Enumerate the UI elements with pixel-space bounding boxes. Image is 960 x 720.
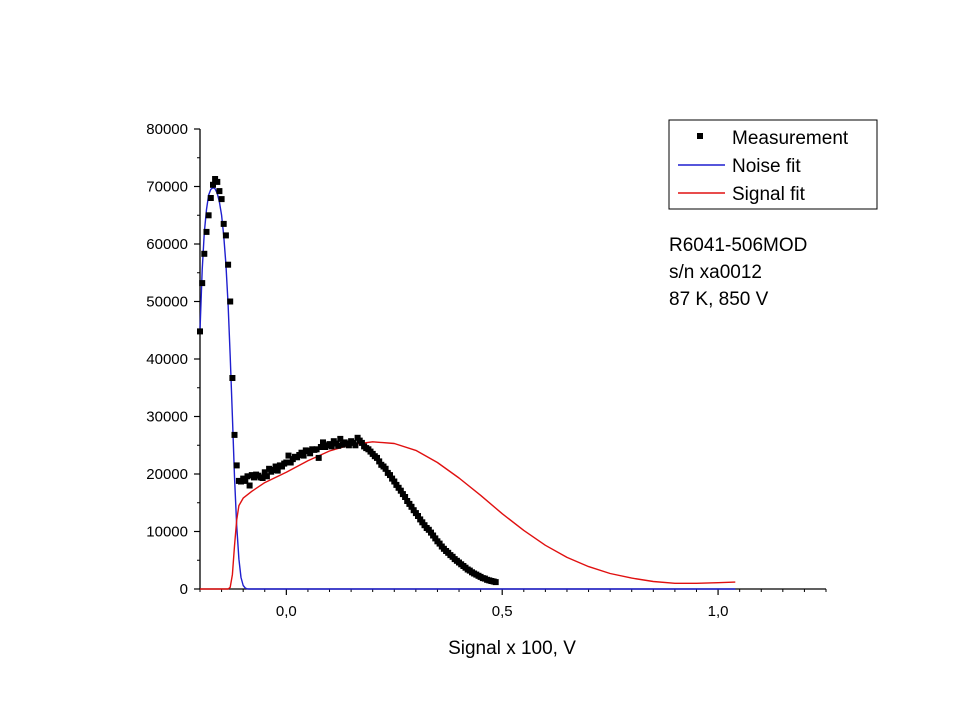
measurement-point: [244, 473, 251, 480]
measurement-point: [222, 232, 229, 239]
measurement-point: [270, 467, 277, 473]
measurement-point: [374, 454, 380, 461]
y-tick-label: 80000: [146, 121, 188, 138]
measurement-point: [352, 442, 359, 449]
x-axis-title: Signal x 100, V: [448, 638, 576, 659]
measurement-point: [402, 494, 409, 500]
measurement-point: [285, 452, 292, 459]
measurement-point: [408, 503, 415, 510]
x-axis-ticks: 0,0 0,5 1,0: [199, 589, 827, 620]
annotation: R6041-506MOD s/n xa0012 87 K, 850 V: [669, 235, 807, 310]
y-tick-label: 70000: [146, 179, 188, 196]
measurement-point: [242, 477, 249, 484]
measurement-point: [337, 435, 344, 442]
measurement-point: [205, 212, 212, 219]
measurement-point: [227, 298, 234, 305]
measurement-point: [218, 196, 225, 203]
annotation-model: R6041-506MOD: [669, 235, 807, 256]
measurement-point: [272, 463, 279, 470]
measurement-point: [225, 261, 232, 268]
x-tick-label: 1,0: [708, 603, 729, 620]
y-tick-label: 40000: [146, 351, 188, 368]
measurement-point: [382, 465, 389, 472]
measurement-point: [391, 478, 398, 485]
y-tick-label: 0: [180, 581, 188, 598]
measurement-point: [415, 513, 421, 519]
measurement-point: [216, 188, 223, 195]
annotation-serial: s/n xa0012: [669, 262, 762, 283]
measurement-point: [315, 454, 322, 461]
measurement-point: [201, 250, 208, 257]
y-tick-label: 30000: [146, 409, 188, 426]
measurement-point: [197, 328, 203, 335]
measurement-point: [214, 178, 221, 185]
measurement-point: [203, 228, 210, 235]
noise-fit-line: [199, 186, 736, 590]
measurement-point: [246, 482, 253, 489]
legend: Measurement Noise fit Signal fit: [668, 119, 878, 210]
x-tick-label: 0,5: [492, 603, 513, 620]
measurement-point: [287, 459, 294, 466]
measurement-point: [263, 473, 270, 480]
measurement-point: [274, 467, 281, 474]
measurement-point: [207, 195, 214, 201]
x-tick-label: 0,0: [276, 603, 297, 620]
measurement-point: [300, 452, 307, 459]
measurement-point: [307, 450, 314, 457]
series-layer: [197, 176, 736, 590]
annotation-conditions: 87 K, 850 V: [669, 289, 769, 310]
signal-fit-line: [200, 441, 736, 590]
y-tick-label: 50000: [146, 294, 188, 311]
legend-noise-fit-label: Noise fit: [732, 156, 801, 177]
y-tick-label: 20000: [146, 466, 188, 483]
measurement-point: [259, 475, 266, 481]
measurement-point: [261, 469, 268, 476]
measurement-point: [397, 487, 404, 494]
measurement-point: [283, 459, 290, 466]
y-tick-label: 10000: [146, 524, 188, 541]
measurement-point: [320, 439, 326, 446]
legend-measurement-marker: [697, 133, 703, 139]
measurement-point: [345, 442, 352, 449]
measurement-point: [335, 442, 342, 449]
measurement-point: [328, 443, 335, 450]
measurement-point: [376, 458, 383, 465]
y-tick-label: 60000: [146, 236, 188, 253]
measurement-point: [492, 579, 499, 586]
legend-signal-fit-label: Signal fit: [732, 184, 806, 205]
measurement-point: [210, 181, 216, 188]
measurement-point: [220, 220, 227, 227]
measurement-point: [387, 472, 393, 479]
measurement-point: [229, 375, 236, 381]
measurement-point: [358, 439, 365, 446]
measurement-point: [317, 444, 324, 450]
legend-measurement-label: Measurement: [732, 128, 849, 149]
measurement-point: [199, 280, 206, 287]
measurement-point: [231, 431, 238, 438]
y-axis-ticks: 0 10000 20000 30000 40000 50000 60000 70000 8000…: [146, 121, 200, 598]
measurement-point: [313, 446, 320, 453]
measurement-point: [233, 462, 240, 469]
